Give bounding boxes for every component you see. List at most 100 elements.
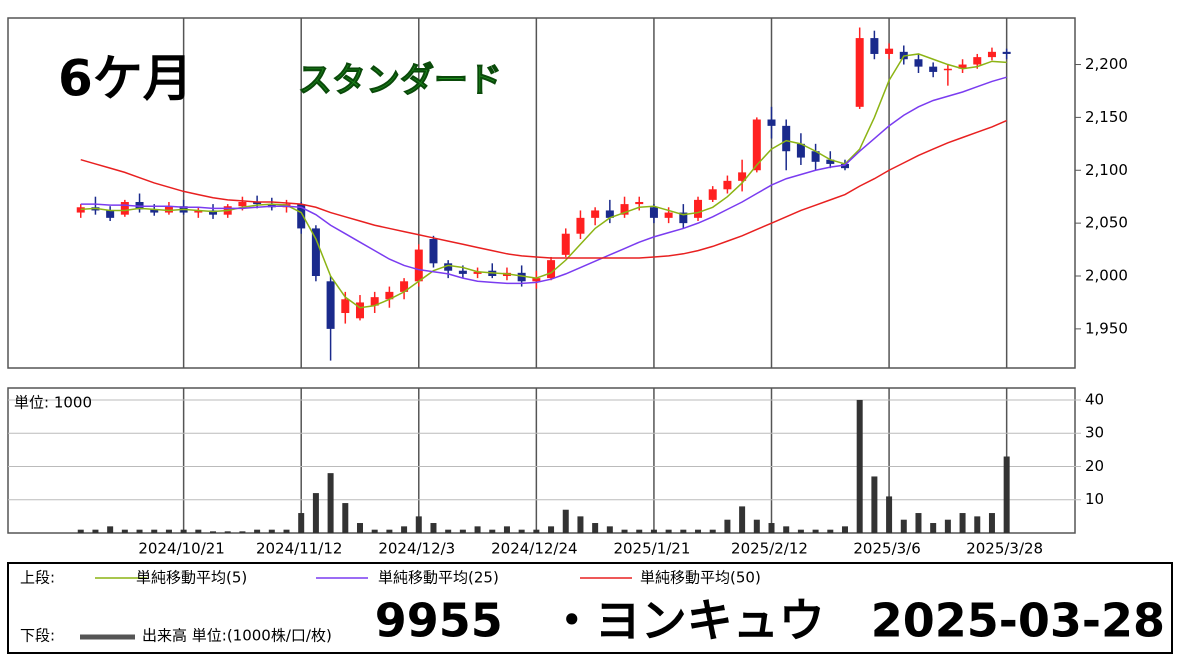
candle-body xyxy=(840,163,849,169)
volume-bar xyxy=(695,529,702,533)
volume-bar xyxy=(180,529,187,533)
legend-label: 単純移動平均(5) xyxy=(136,569,247,587)
volume-bar xyxy=(959,513,966,533)
candle-body xyxy=(355,302,364,319)
candle-body xyxy=(752,119,761,171)
volume-bar xyxy=(841,526,848,533)
volume-bar xyxy=(107,526,114,533)
volume-bar xyxy=(533,529,540,533)
volume-bar xyxy=(239,531,246,533)
candle-body xyxy=(1002,51,1011,54)
candle-body xyxy=(708,189,717,200)
candle-body xyxy=(76,207,85,213)
volume-bar xyxy=(136,529,143,533)
candle-body xyxy=(855,38,864,107)
candle-body xyxy=(106,210,115,218)
volume-bar xyxy=(915,513,922,533)
volume-bar xyxy=(445,529,452,533)
candle-body xyxy=(120,201,129,215)
legend-label: 単純移動平均(50) xyxy=(640,569,761,587)
volume-bar xyxy=(312,493,319,533)
volume-bar xyxy=(665,529,672,533)
candle-body xyxy=(767,119,776,126)
volume-bar xyxy=(753,519,760,533)
candle-body xyxy=(811,151,820,162)
volume-bar xyxy=(621,529,628,533)
legend-lower: 下段: xyxy=(20,627,55,645)
candle-body xyxy=(679,212,688,224)
volume-bar xyxy=(592,523,599,533)
volume-bar xyxy=(812,529,819,533)
candle-body xyxy=(297,204,306,229)
volume-bar xyxy=(386,529,393,533)
candle-body xyxy=(605,210,614,218)
candle-body xyxy=(311,228,320,277)
candle-body xyxy=(870,38,879,54)
volume-bar xyxy=(371,529,378,533)
candle-body xyxy=(826,159,835,164)
volume-bar xyxy=(474,526,481,533)
volume-bar xyxy=(797,529,804,533)
y-tick-label: 1,950 xyxy=(1085,319,1128,337)
volume-bar xyxy=(886,496,893,533)
volume-bar xyxy=(224,531,231,533)
volume-bar xyxy=(900,519,907,533)
y-tick-label: 2,150 xyxy=(1085,108,1128,126)
period-label: 6ケ月 xyxy=(58,50,193,108)
legend-label: 単純移動平均(25) xyxy=(378,569,499,587)
volume-bar xyxy=(724,519,731,533)
candle-body xyxy=(885,48,894,54)
candle-body xyxy=(458,270,467,274)
candle-body xyxy=(943,68,952,71)
volume-bar xyxy=(827,529,834,533)
volume-bar xyxy=(768,523,775,533)
volume-bar xyxy=(503,526,510,533)
ma-line xyxy=(80,76,1007,285)
volume-bar xyxy=(489,529,496,533)
volume-bar xyxy=(356,523,363,533)
legend-volume: 出来高 単位:(1000株/口/枚) xyxy=(142,627,332,645)
volume-bar xyxy=(254,529,261,533)
volume-bar xyxy=(783,526,790,533)
candle-body xyxy=(326,281,335,329)
volume-bar xyxy=(92,529,99,533)
candle-body xyxy=(370,297,379,306)
volume-bar xyxy=(342,503,349,533)
volume-bar xyxy=(327,473,334,533)
ma-line xyxy=(80,119,1007,259)
volume-bar xyxy=(518,529,525,533)
volume-bar xyxy=(709,529,716,533)
volume-bar xyxy=(298,513,305,533)
volume-bar xyxy=(636,529,643,533)
candle-body xyxy=(238,201,247,207)
y-tick-label: 2,050 xyxy=(1085,214,1128,232)
page-title: 9955 ・ヨンキュウ 2025-03-28 xyxy=(375,594,1165,648)
volume-bar xyxy=(210,531,217,533)
volume-bar xyxy=(77,529,84,533)
y-tick-label: 2,100 xyxy=(1085,161,1128,179)
volume-bar xyxy=(268,529,275,533)
candle-body xyxy=(414,249,423,282)
volume-bar xyxy=(856,399,863,533)
x-tick-label: 2025/3/28 xyxy=(966,540,1043,558)
y-tick-label: 40 xyxy=(1085,390,1104,408)
candle-body xyxy=(620,204,629,215)
candle-body xyxy=(664,212,673,218)
candle-body xyxy=(649,207,658,218)
volume-bar xyxy=(739,506,746,533)
volume-bar xyxy=(974,516,981,533)
volume-bar xyxy=(165,529,172,533)
y-tick-label: 2,200 xyxy=(1085,55,1128,73)
candle-body xyxy=(429,238,438,264)
volume-bar xyxy=(121,529,128,533)
candle-body xyxy=(253,201,262,205)
candle-body xyxy=(723,180,732,190)
candle-body xyxy=(444,263,453,271)
volume-bar xyxy=(577,516,584,533)
y-tick-label: 10 xyxy=(1085,490,1104,508)
volume-bar xyxy=(650,529,657,533)
volume-bar xyxy=(459,529,466,533)
volume-bar xyxy=(430,523,437,533)
x-tick-label: 2024/10/21 xyxy=(138,540,224,558)
